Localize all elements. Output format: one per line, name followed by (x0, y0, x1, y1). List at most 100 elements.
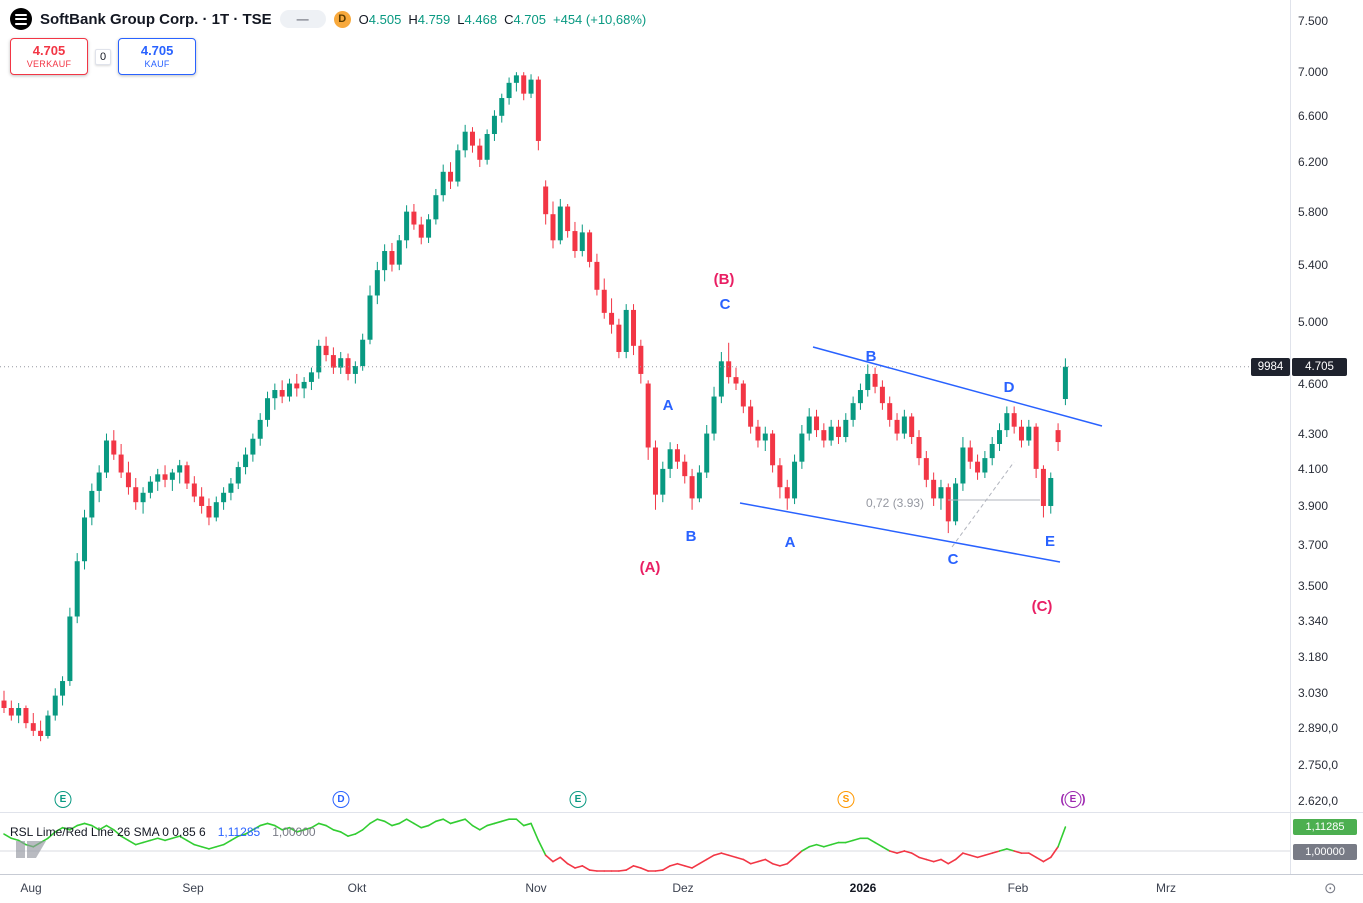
rsl-line-segment (222, 839, 232, 846)
rsl-line-segment (830, 841, 840, 846)
rsl-line-segment (749, 860, 759, 865)
rsl-line-segment (793, 850, 803, 859)
indicator-value-1: 1,11285 (217, 825, 261, 839)
candle-up (711, 396, 717, 434)
wave-label-blue[interactable]: A (663, 397, 674, 414)
candle-down (1040, 468, 1046, 506)
rsl-line-segment (391, 822, 401, 827)
time-axis-label: Nov (525, 881, 547, 895)
buy-button[interactable]: 4.705 KAUF (118, 38, 197, 75)
rsl-line-segment (559, 856, 569, 865)
candle-down (23, 708, 29, 724)
time-axis[interactable]: Aug Sep Okt Nov Dez 2026 Feb Mrz (0, 875, 1363, 903)
rsl-line-segment (1028, 852, 1037, 859)
symbol-title[interactable]: SoftBank Group Corp. · 1T · TSE (40, 10, 272, 28)
wave-label-blue[interactable]: D (1004, 379, 1015, 396)
candle-down (894, 419, 900, 434)
wave-label-blue[interactable]: C (948, 551, 959, 568)
event-marker-s[interactable]: S (837, 791, 855, 808)
price-scale-label: 4.100 (1298, 461, 1329, 476)
rsl-line-segment (903, 850, 913, 854)
rsl-line-segment (215, 843, 225, 848)
sell-button[interactable]: 4.705 VERKAUF (10, 38, 88, 75)
candle-up (828, 426, 834, 441)
rsl-line-segment (457, 818, 466, 823)
wave-label-blue[interactable]: E (1045, 533, 1055, 550)
rsl-line-segment (588, 869, 598, 872)
fib-level-label: 0,72 (3.93) (866, 496, 924, 510)
event-marker-d[interactable]: D (332, 791, 350, 808)
time-axis-label: Aug (20, 881, 42, 895)
candle-up (257, 419, 263, 439)
candle-down (133, 487, 139, 503)
candle-down (477, 145, 483, 160)
indicator-last-value-badge: 1,11285 (1293, 819, 1357, 835)
candle-down (323, 345, 329, 356)
rsl-line-segment (581, 865, 591, 871)
price-scale-label: 2.620,0 (1298, 794, 1339, 808)
candle-down (125, 472, 131, 488)
minus-icon: — (296, 12, 309, 26)
candle-up (82, 517, 88, 562)
candle-down (740, 383, 746, 407)
candle-down (967, 447, 973, 462)
candle-up (953, 483, 959, 522)
timezone-icon[interactable]: ⊙ (1324, 880, 1337, 897)
candle-down (784, 487, 790, 499)
rsl-line-segment (866, 837, 876, 844)
candle-up (213, 502, 219, 518)
rsl-line-segment (654, 869, 664, 872)
marker-letter: E (569, 791, 587, 808)
wave-label-pink[interactable]: (C) (1032, 598, 1053, 615)
wave-label-pink[interactable]: (B) (714, 271, 735, 288)
delayed-data-badge[interactable]: D (333, 10, 351, 28)
candle-down (418, 224, 424, 238)
event-marker-e[interactable]: E (569, 791, 587, 808)
rsl-line-segment (910, 852, 920, 859)
rsl-line-segment (47, 831, 57, 840)
trendline[interactable] (812, 346, 1103, 427)
rsl-line-segment (420, 824, 430, 829)
rsl-line-segment (764, 858, 774, 865)
candle-up (806, 416, 812, 434)
event-marker-e[interactable]: E (54, 791, 72, 808)
wave-label-blue[interactable]: B (866, 348, 877, 365)
wave-label-blue[interactable]: C (720, 296, 731, 313)
rsl-line-segment (786, 856, 796, 865)
wave-label-blue[interactable]: B (686, 528, 697, 545)
candle-up (404, 211, 410, 241)
symbol-logo-icon[interactable] (10, 8, 32, 30)
paren-left: ( (1060, 792, 1065, 806)
candle-down (682, 461, 688, 477)
candle-up (857, 390, 863, 404)
candle-up (982, 458, 988, 473)
rsl-line-segment (544, 854, 554, 863)
trendline[interactable] (739, 502, 1061, 563)
wave-label-pink[interactable]: (A) (640, 559, 661, 576)
candle-up (579, 232, 585, 252)
rsl-line-segment (771, 862, 781, 867)
paren-right: ) (1081, 792, 1086, 806)
price-scale[interactable]: 7.500 7.000 6.600 6.200 5.800 5.400 5.000 4.600… (1291, 0, 1363, 874)
candle-up (557, 206, 563, 241)
indicator-legend[interactable]: RSL Lime/Red Line 26 SMA 0 0,85 6 1,1128… (10, 825, 316, 839)
candle-down (748, 406, 754, 427)
last-price-label: 4.705 (1292, 357, 1347, 376)
event-marker-e[interactable]: (E) (1061, 791, 1086, 808)
fib-trend-line[interactable] (951, 461, 1015, 548)
data-status-pill[interactable]: — (279, 10, 326, 28)
rsl-line-segment (442, 818, 452, 825)
candle-up (1062, 366, 1068, 400)
rsl-line-segment (464, 818, 474, 827)
candle-down (931, 479, 937, 499)
rsl-line-segment (969, 854, 979, 859)
wave-label-blue[interactable]: A (785, 534, 796, 551)
candle-down (916, 437, 922, 459)
indicator-baseline-badge: 1,00000 (1293, 844, 1357, 860)
candle-down (814, 416, 820, 431)
rsl-line-segment (83, 822, 93, 827)
candle-up (792, 461, 798, 499)
price-scale-label: 5.800 (1298, 204, 1329, 219)
candle-up (265, 398, 271, 420)
